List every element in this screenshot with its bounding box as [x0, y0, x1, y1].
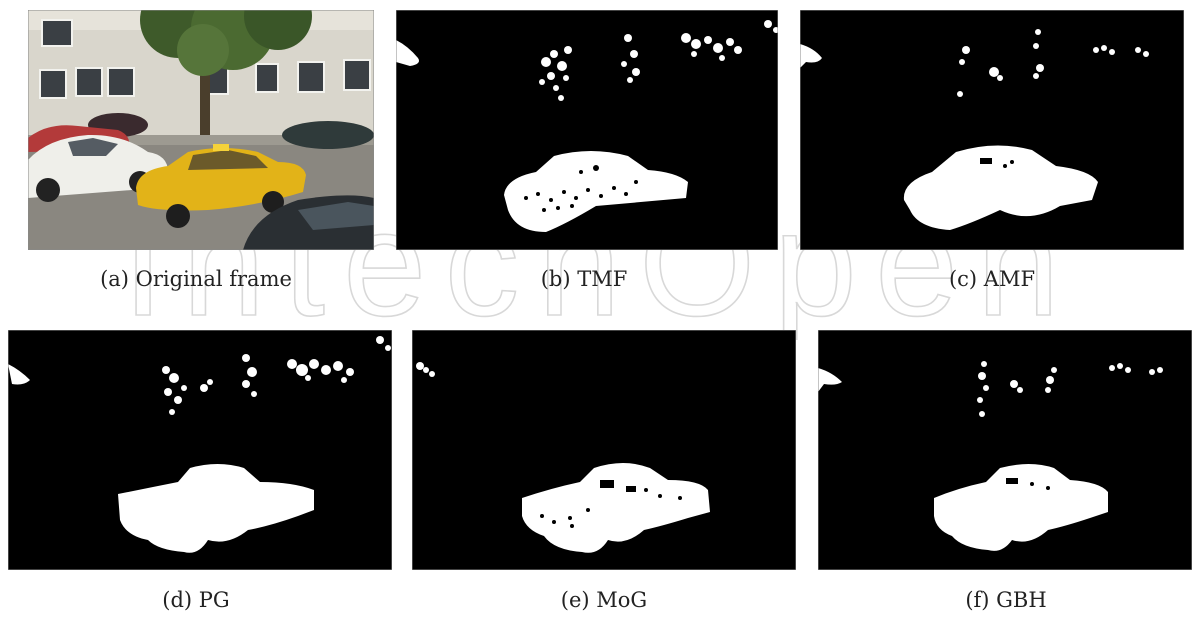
amf-mask-image [800, 10, 1184, 250]
caption-mog: (e) MoG [560, 588, 648, 612]
panel-tmf [396, 10, 778, 250]
panel-amf [800, 10, 1184, 250]
caption-amf: (c) AMF [948, 267, 1036, 291]
mog-mask-image [412, 330, 796, 570]
original-frame-image [28, 10, 374, 250]
panel-original-frame [28, 10, 374, 250]
caption-original-frame: (a) Original frame [100, 267, 292, 291]
caption-pg: (d) PG [162, 588, 230, 612]
caption-gbh: (f) GBH [965, 588, 1047, 612]
pg-mask-image [8, 330, 392, 570]
tmf-mask-image [396, 10, 778, 250]
gbh-mask-image [818, 330, 1192, 570]
panel-mog [412, 330, 796, 570]
panel-pg [8, 330, 392, 570]
caption-tmf: (b) TMF [540, 267, 628, 291]
panel-gbh [818, 330, 1192, 570]
